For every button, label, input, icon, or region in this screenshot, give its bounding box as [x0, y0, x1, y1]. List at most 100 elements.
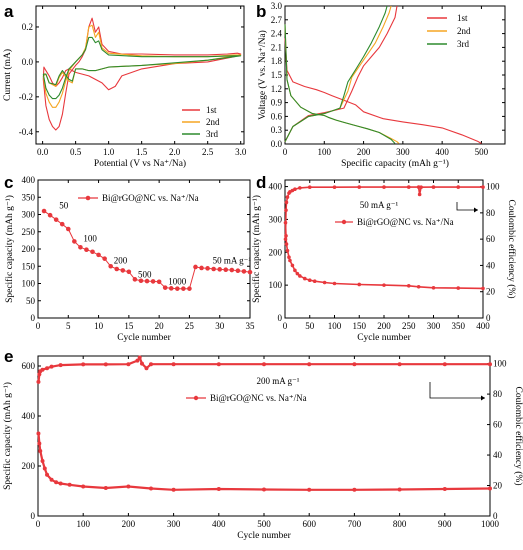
- d-efficiency-point: [431, 185, 436, 189]
- e-y2-tick-label: 0: [493, 511, 498, 521]
- d-y2-tick-label: 60: [486, 234, 496, 244]
- a-x-tick-label: 0.5: [70, 147, 82, 157]
- panel-letter-c: c: [4, 173, 13, 192]
- e-capacity-point: [307, 487, 312, 492]
- e-efficiency-point: [49, 364, 54, 369]
- c-y-tick-label: 0: [31, 313, 36, 323]
- d-axis-arrow: [456, 202, 478, 211]
- b-plot-frame: [284, 5, 506, 145]
- d-capacity-point: [284, 242, 289, 246]
- e-efficiency-point: [137, 355, 142, 360]
- d-efficiency-point: [456, 185, 461, 189]
- c-data-point: [144, 278, 150, 284]
- b-y-tick-label: 0.0: [271, 139, 283, 149]
- d-x-axis-label: Cycle number: [357, 333, 411, 343]
- d-efficiency-point: [406, 185, 411, 189]
- d-y2-tick-label: 0: [486, 313, 491, 323]
- c-x-tick-label: 0: [36, 321, 41, 331]
- c-data-point: [84, 247, 89, 252]
- a-x-tick-label: 3.0: [235, 147, 247, 157]
- e-capacity-point: [42, 466, 47, 471]
- b-y-tick-label: 2.1: [271, 42, 282, 52]
- e-efficiency-point: [171, 362, 176, 367]
- d-legend-marker: [341, 219, 347, 225]
- a-series-line-2nd: [42, 24, 242, 108]
- a-legend-entry-2nd: 2nd: [206, 117, 220, 127]
- panel-letter-d: d: [256, 173, 266, 192]
- c-legend-marker: [85, 195, 91, 201]
- e-y-tick-label: 200: [22, 461, 36, 471]
- d-capacity-point: [456, 286, 461, 290]
- b-y-tick-label: 0.3: [271, 125, 283, 135]
- d-y-axis-label: Specific capacity (mAh g⁻¹): [251, 195, 262, 303]
- panel-c-rate-chart: 0 5 10 15 20 25 30 35050100150200250300350400Cy…: [4, 175, 255, 343]
- d-efficiency-point: [332, 185, 337, 190]
- a-x-tick-label: 1.0: [103, 147, 115, 157]
- c-data-point: [162, 285, 168, 290]
- e-x-tick-label: 0: [36, 519, 41, 529]
- e-x-tick-label: 100: [76, 519, 90, 529]
- e-capacity-point: [352, 487, 357, 492]
- e-y-tick-label: 600: [22, 361, 36, 371]
- d-efficiency-point: [298, 186, 302, 190]
- c-data-point: [235, 268, 241, 274]
- d-capacity-point: [312, 279, 317, 284]
- e-y2-tick-label: 80: [493, 389, 503, 399]
- e-efficiency-point: [149, 362, 153, 367]
- d-y-tick-label: 400: [269, 182, 283, 192]
- d-y-tick-label: 200: [269, 247, 283, 257]
- e-y-tick-label: 400: [22, 411, 36, 421]
- e-capacity-point: [36, 431, 41, 436]
- a-x-tick-label: 1.5: [136, 147, 148, 157]
- a-legend-entry-1st: 1st: [206, 105, 217, 115]
- c-data-point: [187, 286, 192, 291]
- c-data-point: [108, 263, 113, 269]
- d-x-tick-label: 350: [452, 321, 466, 331]
- b-x-tick-label: 200: [357, 147, 371, 157]
- b-x-axis-label: Specific capacity (mAh g⁻¹): [341, 158, 449, 169]
- c-x-tick-label: 30: [215, 321, 225, 331]
- c-data-point: [41, 208, 47, 214]
- b-y-tick-label: 0.6: [271, 111, 283, 121]
- c-data-point: [47, 212, 53, 218]
- d-efficiency-point: [417, 192, 422, 197]
- e-capacity-point: [40, 459, 45, 463]
- d-y2-tick-label: 20: [486, 287, 496, 297]
- c-x-tick-label: 15: [124, 321, 134, 331]
- e-capacity-point: [38, 449, 43, 453]
- c-legend-entry: Bi@rGO@NC vs. Na⁺/Na: [102, 193, 199, 203]
- e-efficiency-point: [45, 366, 50, 371]
- c-data-point: [102, 256, 107, 261]
- c-x-tick-label: 10: [94, 321, 104, 331]
- c-data-point: [199, 265, 204, 271]
- b-discharge-line-1st: [284, 38, 482, 144]
- e-legend-entry: Bi@rGO@NC vs. Na⁺/Na: [210, 393, 307, 403]
- c-rate-label: 500: [138, 269, 152, 279]
- a-y-tick-label: -0.4: [19, 127, 34, 137]
- e-efficiency-point: [103, 362, 108, 367]
- c-rate-label: 1000: [168, 277, 187, 287]
- d-efficiency-point: [285, 195, 290, 199]
- b-y-tick-label: 2.4: [271, 29, 283, 39]
- c-y-tick-label: 250: [22, 227, 36, 237]
- e-capacity-point: [81, 484, 86, 489]
- c-data-point: [138, 278, 144, 284]
- e-y2-tick-label: 20: [493, 481, 503, 491]
- c-data-point: [211, 266, 216, 272]
- d-x-tick-label: 0: [283, 321, 288, 331]
- a-plot-frame: [35, 5, 245, 145]
- d-x-tick-label: 50: [305, 321, 315, 331]
- c-data-point: [150, 279, 156, 284]
- e-capacity-point: [126, 484, 131, 489]
- c-data-point: [120, 268, 126, 273]
- d-y-tick-label: 0: [278, 313, 283, 323]
- c-rate-label: 50 mA g⁻¹: [213, 255, 252, 265]
- c-data-point: [65, 226, 71, 232]
- d-efficiency-point: [481, 185, 485, 189]
- e-axis-arrow: [429, 382, 485, 399]
- b-x-tick-label: 500: [475, 147, 489, 157]
- b-y-tick-label: 0.9: [271, 98, 283, 108]
- c-data-point: [168, 286, 174, 291]
- c-y-tick-label: 150: [22, 261, 36, 271]
- d-capacity-point: [332, 281, 337, 286]
